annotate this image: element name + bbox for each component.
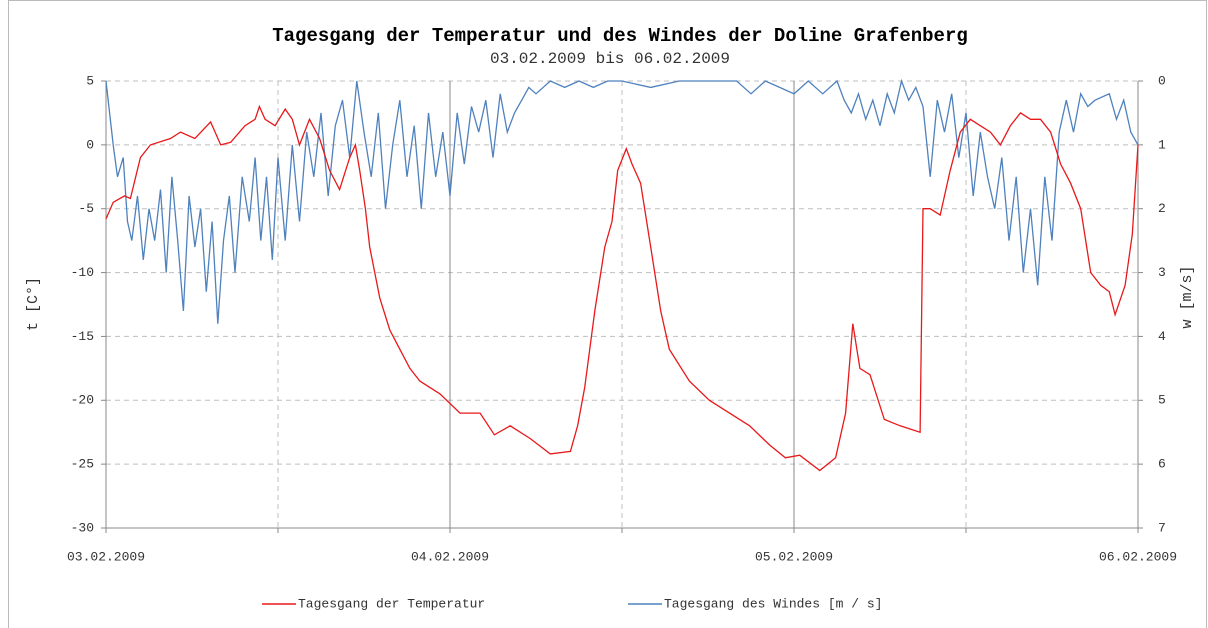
y2-tick-label: 0 [1158,73,1166,88]
series-line [105,78,1139,324]
y-tick-label: -15 [71,329,94,344]
chart-frame [8,0,1207,628]
y2-tick-label: 3 [1158,265,1166,280]
y-tick-label: 5 [86,73,94,88]
y-tick-label: -10 [71,265,94,280]
x-tick-label: 05.02.2009 [755,549,833,564]
y-tick-label: -20 [71,393,94,408]
series-line [105,104,1139,472]
y2-tick-label: 6 [1158,457,1166,472]
y2-tick-label: 7 [1158,520,1166,535]
x-tick-label: 06.02.2009 [1099,549,1177,564]
chart-subtitle: 03.02.2009 bis 06.02.2009 [490,50,730,68]
y-tick-label: -25 [71,457,94,472]
y2-tick-label: 4 [1158,329,1166,344]
x-tick-label: 03.02.2009 [67,549,145,564]
y2-tick-label: 5 [1158,393,1166,408]
y-tick-label: -5 [78,201,94,216]
x-tick-label: 04.02.2009 [411,549,489,564]
y2-axis-label: w [m/s] [1179,265,1196,328]
legend-label: Tagesgang der Temperatur [298,596,485,611]
y2-tick-label: 2 [1158,201,1166,216]
y-tick-label: -30 [71,520,94,535]
y2-tick-label: 1 [1158,137,1166,152]
legend-label: Tagesgang des Windes [m / s] [664,596,882,611]
chart-title: Tagesgang der Temperatur und des Windes … [272,25,968,47]
y-axis-label: t [C°] [25,277,42,331]
y-tick-label: 0 [86,137,94,152]
